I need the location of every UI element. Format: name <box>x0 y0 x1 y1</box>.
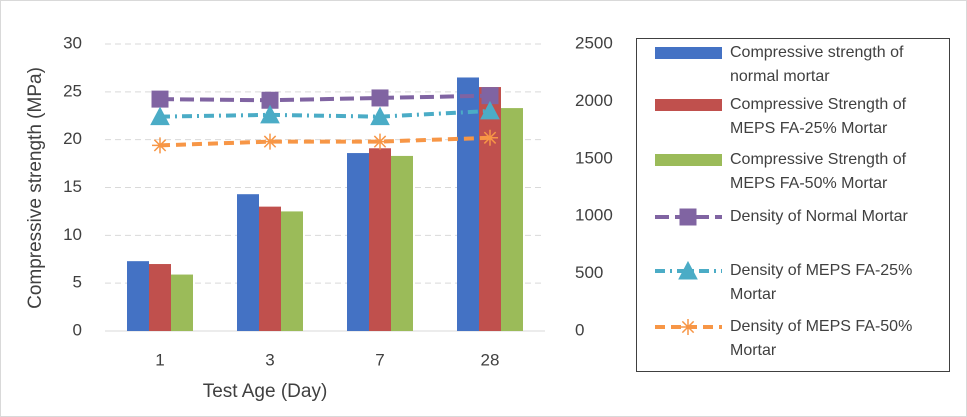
legend-swatch <box>655 154 722 166</box>
line <box>159 93 491 103</box>
marker <box>679 208 697 226</box>
y2-tick-label: 500 <box>575 263 603 282</box>
line <box>159 108 491 119</box>
marker <box>680 319 696 335</box>
legend-box <box>636 38 950 372</box>
y2-tick-label: 2500 <box>575 33 613 52</box>
marker <box>152 137 168 154</box>
marker <box>151 90 169 108</box>
marker <box>150 106 170 126</box>
line <box>159 135 491 148</box>
y-tick-label: 20 <box>63 129 82 148</box>
legend-swatch <box>655 99 722 111</box>
legend-label: Compressive strength of normal mortar <box>730 44 904 85</box>
y2-tick-label: 1000 <box>575 206 613 225</box>
bar <box>457 77 479 331</box>
y-tick-label: 0 <box>73 320 82 339</box>
y-tick-label: 30 <box>63 33 82 52</box>
legend-swatch <box>655 47 722 59</box>
y-tick-label: 5 <box>73 273 82 292</box>
legend-label: Compressive Strength of MEPS FA-50% Mort… <box>730 151 907 192</box>
x-axis-title: Test Age (Day) <box>203 381 328 402</box>
bar <box>501 108 523 331</box>
y-tick-label: 15 <box>63 177 82 196</box>
legend-label: Compressive Strength of MEPS FA-25% Mort… <box>730 96 907 137</box>
bar <box>259 206 281 331</box>
marker <box>370 106 390 126</box>
y-axis-title: Compressive strength (MPa) <box>25 67 46 309</box>
marker <box>678 260 698 280</box>
bar <box>369 148 391 331</box>
x-tick-label: 7 <box>375 350 384 369</box>
bar <box>347 153 369 331</box>
x-tick-label: 28 <box>481 350 500 369</box>
bar <box>479 87 501 331</box>
legend-label: Density of Normal Mortar <box>730 208 908 225</box>
x-tick-label: 1 <box>155 350 164 369</box>
x-tick-label: 3 <box>265 350 274 369</box>
marker <box>480 100 500 120</box>
y2-tick-label: 1500 <box>575 148 613 167</box>
y2-tick-label: 2000 <box>575 91 613 110</box>
y2-tick-label: 0 <box>575 320 584 339</box>
y-tick-label: 25 <box>63 81 82 100</box>
legend-label: Density of MEPS FA-50% Mortar <box>730 318 913 359</box>
bar <box>391 155 413 331</box>
bar <box>171 274 193 331</box>
marker <box>371 89 389 107</box>
bar <box>281 211 303 331</box>
bar <box>237 194 259 331</box>
legend-label: Density of MEPS FA-25% Mortar <box>730 262 913 303</box>
marker <box>372 133 388 150</box>
marker <box>260 104 280 124</box>
marker <box>482 129 498 146</box>
bar <box>149 264 171 331</box>
y-tick-label: 10 <box>63 225 82 244</box>
bar <box>127 261 149 331</box>
marker <box>262 133 278 150</box>
